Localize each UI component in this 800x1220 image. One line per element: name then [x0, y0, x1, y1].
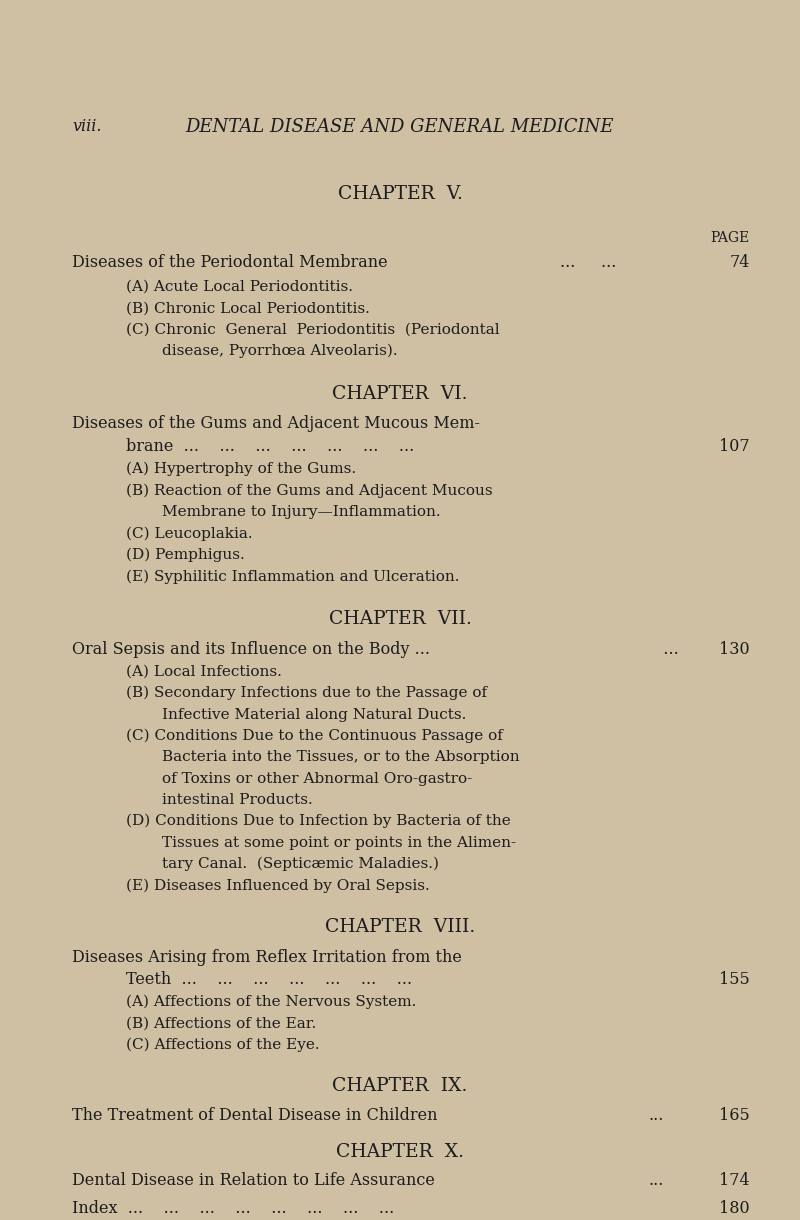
- Text: (A) Hypertrophy of the Gums.: (A) Hypertrophy of the Gums.: [126, 462, 356, 476]
- Text: CHAPTER  V.: CHAPTER V.: [338, 185, 462, 203]
- Text: Bacteria into the Tissues, or to the Absorption: Bacteria into the Tissues, or to the Abs…: [162, 750, 520, 764]
- Text: 107: 107: [719, 438, 750, 455]
- Text: (B) Chronic Local Periodontitis.: (B) Chronic Local Periodontitis.: [126, 303, 370, 316]
- Text: Teeth  ...    ...    ...    ...    ...    ...    ...: Teeth ... ... ... ... ... ... ...: [126, 971, 412, 988]
- Text: 174: 174: [719, 1172, 750, 1189]
- Text: 74: 74: [730, 254, 750, 271]
- Text: Membrane to Injury—Inflammation.: Membrane to Injury—Inflammation.: [162, 505, 441, 518]
- Text: CHAPTER  VIII.: CHAPTER VIII.: [325, 917, 475, 936]
- Text: Dental Disease in Relation to Life Assurance: Dental Disease in Relation to Life Assur…: [72, 1172, 435, 1189]
- Text: ...     ...: ... ...: [560, 254, 616, 271]
- Text: (C) Conditions Due to the Continuous Passage of: (C) Conditions Due to the Continuous Pas…: [126, 730, 503, 743]
- Text: intestinal Products.: intestinal Products.: [162, 793, 313, 806]
- Text: (B) Secondary Infections due to the Passage of: (B) Secondary Infections due to the Pass…: [126, 686, 487, 700]
- Text: (B) Reaction of the Gums and Adjacent Mucous: (B) Reaction of the Gums and Adjacent Mu…: [126, 484, 493, 499]
- Text: tary Canal.  (Septicæmic Maladies.): tary Canal. (Septicæmic Maladies.): [162, 856, 439, 871]
- Text: The Treatment of Dental Disease in Children: The Treatment of Dental Disease in Child…: [72, 1107, 438, 1124]
- Text: ...: ...: [648, 1172, 663, 1189]
- Text: (D) Conditions Due to Infection by Bacteria of the: (D) Conditions Due to Infection by Bacte…: [126, 814, 510, 828]
- Text: (C) Chronic  General  Periodontitis  (Periodontal: (C) Chronic General Periodontitis (Perio…: [126, 323, 500, 337]
- Text: ...: ...: [648, 640, 678, 658]
- Text: viii.: viii.: [72, 118, 102, 135]
- Text: (B) Affections of the Ear.: (B) Affections of the Ear.: [126, 1017, 316, 1031]
- Text: 130: 130: [719, 640, 750, 658]
- Text: 180: 180: [719, 1200, 750, 1218]
- Text: 165: 165: [719, 1107, 750, 1124]
- Text: Diseases Arising from Reflex Irritation from the: Diseases Arising from Reflex Irritation …: [72, 949, 462, 966]
- Text: (A) Acute Local Periodontitis.: (A) Acute Local Periodontitis.: [126, 281, 353, 294]
- Text: PAGE: PAGE: [710, 231, 750, 245]
- Text: CHAPTER  IX.: CHAPTER IX.: [332, 1077, 468, 1096]
- Text: CHAPTER  VI.: CHAPTER VI.: [332, 386, 468, 403]
- Text: (C) Affections of the Eye.: (C) Affections of the Eye.: [126, 1038, 320, 1053]
- Text: disease, Pyorrhœa Alveolaris).: disease, Pyorrhœa Alveolaris).: [162, 344, 398, 359]
- Text: Index  ...    ...    ...    ...    ...    ...    ...    ...: Index ... ... ... ... ... ... ... ...: [72, 1200, 394, 1218]
- Text: Diseases of the Periodontal Membrane: Diseases of the Periodontal Membrane: [72, 254, 388, 271]
- Text: DENTAL DISEASE AND GENERAL MEDICINE: DENTAL DISEASE AND GENERAL MEDICINE: [186, 118, 614, 135]
- Text: Diseases of the Gums and Adjacent Mucous Mem-: Diseases of the Gums and Adjacent Mucous…: [72, 415, 480, 432]
- Text: of Toxins or other Abnormal Oro-gastro-: of Toxins or other Abnormal Oro-gastro-: [162, 772, 472, 786]
- Text: (D) Pemphigus.: (D) Pemphigus.: [126, 548, 245, 562]
- Text: ...: ...: [648, 1107, 663, 1124]
- Text: (E) Syphilitic Inflammation and Ulceration.: (E) Syphilitic Inflammation and Ulcerati…: [126, 570, 459, 584]
- Text: CHAPTER  X.: CHAPTER X.: [336, 1143, 464, 1161]
- Text: (E) Diseases Influenced by Oral Sepsis.: (E) Diseases Influenced by Oral Sepsis.: [126, 878, 430, 893]
- Text: 155: 155: [719, 971, 750, 988]
- Text: CHAPTER  VII.: CHAPTER VII.: [329, 610, 471, 628]
- Text: (A) Local Infections.: (A) Local Infections.: [126, 665, 282, 680]
- Text: Tissues at some point or points in the Alimen-: Tissues at some point or points in the A…: [162, 836, 516, 850]
- Text: Infective Material along Natural Ducts.: Infective Material along Natural Ducts.: [162, 708, 466, 722]
- Text: (C) Leucoplakia.: (C) Leucoplakia.: [126, 527, 253, 542]
- Text: (A) Affections of the Nervous System.: (A) Affections of the Nervous System.: [126, 996, 416, 1009]
- Text: Oral Sepsis and its Influence on the Body ...: Oral Sepsis and its Influence on the Bod…: [72, 640, 430, 658]
- Text: brane  ...    ...    ...    ...    ...    ...    ...: brane ... ... ... ... ... ... ...: [126, 438, 414, 455]
